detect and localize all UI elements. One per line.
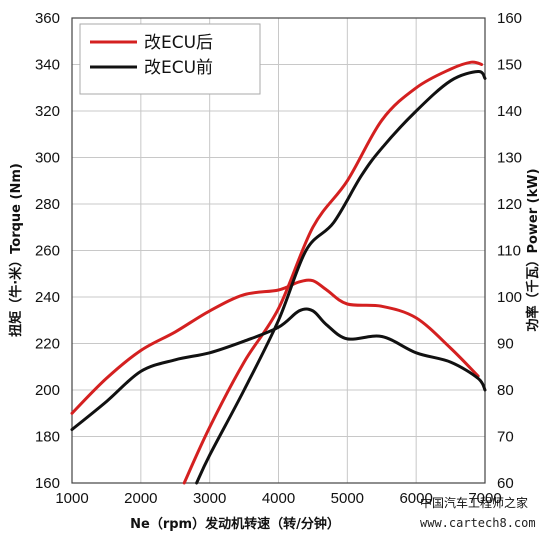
y-right-tick-label-5: 110 [497,243,521,260]
y-left-tick-label-9: 340 [35,57,60,74]
x-tick-label-5: 6000 [399,490,432,507]
y-left-tick-label-10: 360 [35,10,60,27]
legend: 改ECU后 改ECU前 [79,23,261,95]
y-left-tick-label-7: 300 [35,150,60,167]
watermark: 中国汽车工程师之家 www.cartech8.com [420,495,536,530]
watermark-text: 中国汽车工程师之家 [420,495,528,510]
before-power-line [195,70,487,485]
legend-label-after: 改ECU后 [144,33,213,53]
y-left-axis-title: 扭矩（牛·米）Torque (Nm) [8,163,24,337]
y-right-tick-label-9: 150 [497,57,522,74]
watermark-url: www.cartech8.com [420,516,536,530]
x-tick-label-4: 5000 [331,490,364,507]
x-axis-ticks: 1000 2000 3000 4000 5000 6000 7000 [55,490,501,507]
y-left-tick-label-2: 200 [35,382,60,399]
legend-label-before: 改ECU前 [144,58,213,78]
y-right-tick-label-2: 80 [497,382,514,399]
y-right-tick-label-6: 120 [497,196,522,213]
legend-box [79,23,261,95]
y-right-tick-label-7: 130 [497,150,522,167]
x-tick-label-1: 2000 [124,490,157,507]
y-right-tick-label-1: 70 [497,429,514,446]
y-left-tick-label-6: 280 [35,196,60,213]
y-left-tick-label-1: 180 [35,429,60,446]
y-right-tick-label-0: 60 [497,475,514,492]
after-torque-line [70,278,480,415]
y-right-axis-title: 功率（千瓦）Power (kW) [525,168,541,331]
y-right-tick-label-3: 90 [497,336,514,353]
series-layer [70,60,487,485]
right-axis-ticks: 60 70 80 90 100 110 120 130 140 150 160 [497,10,522,492]
y-left-tick-label-8: 320 [35,103,60,120]
x-tick-label-2: 3000 [193,490,226,507]
y-left-tick-label-3: 220 [35,336,60,353]
y-left-tick-label-0: 160 [35,475,60,492]
after-power-line [182,60,484,485]
x-tick-label-0: 1000 [55,490,88,507]
y-left-tick-label-4: 240 [35,289,60,306]
before-torque-line [70,307,487,431]
x-tick-label-6: 7000 [468,490,501,507]
y-left-tick-label-5: 260 [35,243,60,260]
left-axis-ticks: 160 180 200 220 240 260 280 300 320 340 360 [35,10,60,492]
y-right-tick-label-10: 160 [497,10,522,27]
x-tick-label-3: 4000 [262,490,295,507]
y-right-tick-label-8: 140 [497,103,522,120]
x-axis-title: Ne（rpm）发动机转速（转/分钟） [130,516,340,532]
plot-frame [71,17,486,484]
y-right-tick-label-4: 100 [497,289,522,306]
